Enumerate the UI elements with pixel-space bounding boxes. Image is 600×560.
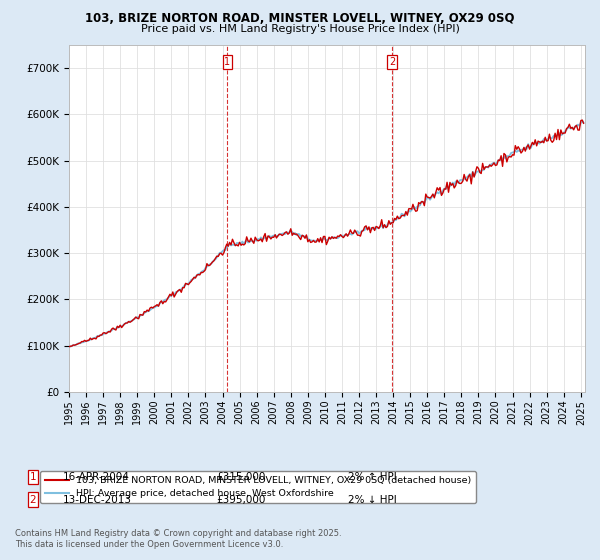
Text: 13-DEC-2013: 13-DEC-2013 xyxy=(63,494,132,505)
Text: 103, BRIZE NORTON ROAD, MINSTER LOVELL, WITNEY, OX29 0SQ: 103, BRIZE NORTON ROAD, MINSTER LOVELL, … xyxy=(85,12,515,25)
Text: Price paid vs. HM Land Registry's House Price Index (HPI): Price paid vs. HM Land Registry's House … xyxy=(140,24,460,34)
Text: 2% ↓ HPI: 2% ↓ HPI xyxy=(348,494,397,505)
Text: 1: 1 xyxy=(29,472,37,482)
Text: 2: 2 xyxy=(29,494,37,505)
Text: Contains HM Land Registry data © Crown copyright and database right 2025.
This d: Contains HM Land Registry data © Crown c… xyxy=(15,529,341,549)
Text: 16-APR-2004: 16-APR-2004 xyxy=(63,472,130,482)
Legend: 103, BRIZE NORTON ROAD, MINSTER LOVELL, WITNEY, OX29 0SQ (detached house), HPI: : 103, BRIZE NORTON ROAD, MINSTER LOVELL, … xyxy=(40,472,476,502)
Text: £395,000: £395,000 xyxy=(216,494,265,505)
Text: 2% ↑ HPI: 2% ↑ HPI xyxy=(348,472,397,482)
Text: £315,000: £315,000 xyxy=(216,472,265,482)
Text: 1: 1 xyxy=(224,57,230,67)
Text: 2: 2 xyxy=(389,57,395,67)
